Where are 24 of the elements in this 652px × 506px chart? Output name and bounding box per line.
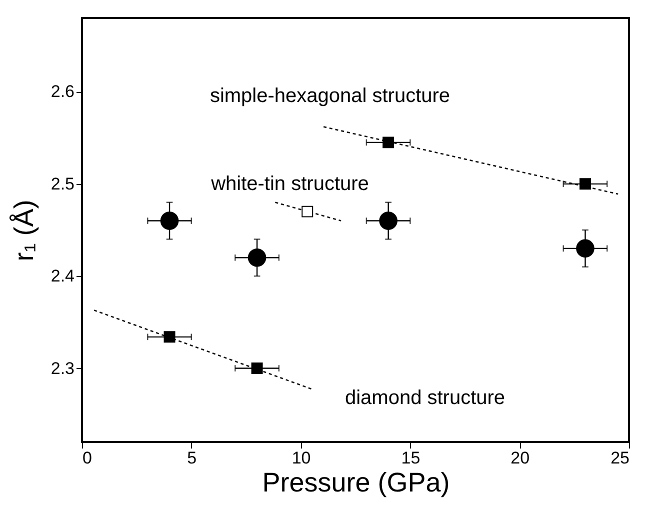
point: [251, 362, 263, 374]
y-tick-label: 2.3: [50, 358, 74, 378]
x-tick-label: 0: [82, 448, 92, 468]
point: [576, 239, 594, 258]
x-tick-label: 20: [510, 448, 530, 468]
y-tick-label: 2.4: [50, 266, 74, 286]
point: [160, 212, 179, 230]
x-axis-title: Pressure (GPa): [262, 468, 450, 498]
y-tick-label: 2.6: [50, 82, 74, 102]
x-tick-label: 5: [187, 448, 197, 468]
x-tick-label: 10: [292, 448, 311, 468]
annotation: white-tin structure: [210, 173, 369, 195]
point: [164, 331, 176, 343]
y-axis-title: r₁ (Å): [8, 200, 39, 262]
point: [248, 248, 266, 267]
point: [379, 212, 398, 230]
x-tick-label: 15: [401, 448, 420, 468]
annotation: diamond structure: [344, 387, 506, 409]
point: [579, 178, 591, 190]
y-tick-label: 2.5: [50, 174, 74, 194]
annotation: simple-hexagonal structure: [210, 85, 450, 107]
x-tick-label: 25: [610, 448, 630, 468]
point: [302, 206, 314, 218]
point: [382, 136, 394, 148]
